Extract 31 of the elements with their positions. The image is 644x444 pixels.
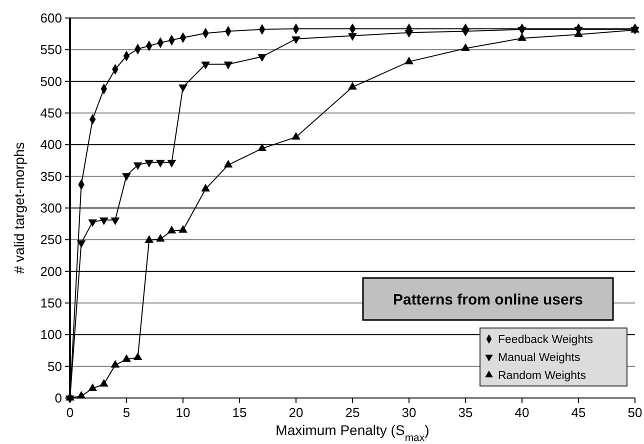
y-tick-label: 500	[40, 74, 62, 89]
x-tick-label: 15	[232, 405, 247, 420]
x-tick-label: 45	[571, 405, 586, 420]
x-tick-label: 40	[514, 405, 530, 420]
x-tick-label: 35	[458, 405, 473, 420]
y-tick-label: 100	[40, 327, 62, 342]
x-tick-label: 0	[66, 405, 74, 420]
y-tick-label: 300	[40, 200, 62, 216]
y-tick-label: 250	[40, 232, 62, 248]
y-tick-label: 450	[40, 106, 62, 121]
x-tick-label: 50	[628, 405, 642, 420]
x-tick-label: 5	[122, 405, 130, 420]
y-axis-title: # valid target-morphs	[11, 142, 27, 274]
x-tick-label: 10	[176, 405, 190, 420]
x-tick-label: 30	[402, 405, 416, 420]
y-tick-label: 550	[40, 42, 62, 58]
y-tick-label: 400	[40, 137, 62, 152]
y-tick-label: 150	[40, 296, 62, 311]
y-tick-label: 0	[54, 390, 62, 406]
y-tick-label: 50	[48, 358, 62, 374]
y-tick-label: 600	[40, 10, 62, 26]
y-tick-label: 200	[40, 264, 62, 279]
x-tick-label: 25	[345, 405, 360, 420]
legend-heading-box: Patterns from online users	[362, 277, 614, 321]
legend-label: Random Weights	[498, 370, 586, 382]
legend-title: Patterns from online users	[392, 291, 584, 308]
y-tick-label: 350	[40, 168, 62, 184]
legend-label: Feedback Weights	[498, 334, 594, 346]
x-tick-label: 20	[288, 405, 304, 420]
x-axis-title: Maximum Penalty (S$_{max}$)	[276, 422, 430, 444]
legend-label: Manual Weights	[498, 352, 580, 364]
